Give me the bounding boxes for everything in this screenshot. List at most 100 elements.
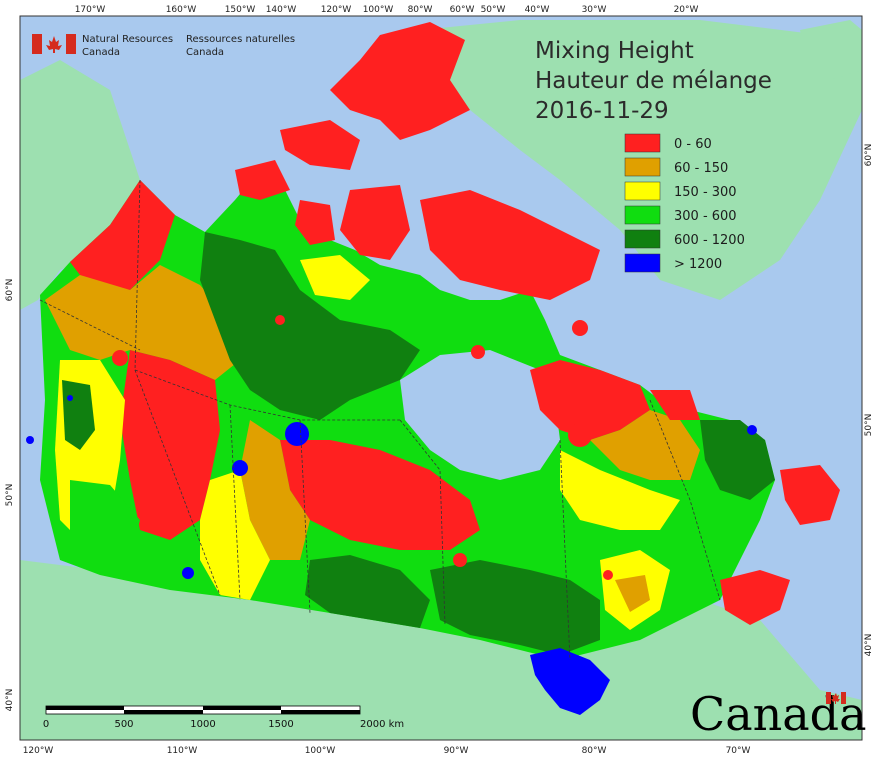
legend-label: 300 - 600: [674, 209, 737, 224]
labrador-green: [700, 420, 775, 500]
red-spot: [572, 320, 588, 336]
bottom-tick-label: 110°W: [167, 746, 198, 756]
legend-label: 0 - 60: [674, 137, 712, 152]
ontario-green: [430, 560, 600, 655]
maple-leaf-icon: [46, 36, 62, 53]
west-orange-zone: [45, 265, 240, 380]
legend-label: 600 - 1200: [674, 233, 745, 248]
quebec-yellow: [560, 450, 680, 530]
top-tick-label: 150°W: [225, 5, 256, 15]
prairie-red: [280, 440, 480, 550]
blue-spot: [285, 422, 309, 446]
blue-spot: [232, 460, 248, 476]
province-borders: [39, 179, 721, 661]
org-fr-line1: Ressources naturelles: [186, 34, 295, 45]
bottom-tick-label: 80°W: [582, 746, 607, 756]
left-tick-label: 60°N: [5, 279, 15, 302]
labrador-red: [650, 390, 700, 420]
iceland-land: [800, 20, 862, 80]
map-title-en: Mixing Height: [535, 38, 694, 64]
maritimes-red: [720, 570, 790, 625]
org-fr-line2: Canada: [186, 47, 224, 58]
canada-wordmark: Canada: [690, 687, 867, 741]
top-tick-label: 120°W: [321, 5, 352, 15]
org-en-line1: Natural Resources: [82, 34, 173, 45]
newfoundland-red: [780, 465, 840, 525]
legend-label: 150 - 300: [674, 185, 737, 200]
legend-swatch: [624, 133, 661, 153]
top-tick-label: 40°W: [525, 5, 550, 15]
arctic-islands: [280, 120, 360, 170]
right-tick-label: 40°N: [864, 634, 874, 657]
arctic-islands: [420, 190, 600, 300]
top-tick-label: 60°W: [450, 5, 475, 15]
top-tick-label: 100°W: [363, 5, 394, 15]
usa-land: [20, 560, 862, 740]
map-date: 2016-11-29: [535, 98, 669, 124]
legend-label: 60 - 150: [674, 161, 728, 176]
bottom-ticks: 120°W 110°W 100°W 90°W 80°W 70°W: [23, 746, 751, 756]
legend-swatch: [624, 253, 661, 273]
prairie-orange: [240, 420, 310, 560]
bottom-tick-label: 90°W: [444, 746, 469, 756]
prairie-south-green: [305, 555, 430, 628]
top-tick-label: 170°W: [75, 5, 106, 15]
red-spot: [143, 388, 167, 412]
top-tick-label: 80°W: [408, 5, 433, 15]
bc-south-green: [70, 480, 140, 560]
scale-label: 2000 km: [360, 719, 404, 730]
prairie-yellow: [200, 470, 270, 600]
legend-label: > 1200: [674, 257, 722, 272]
top-tick-label: 160°W: [166, 5, 197, 15]
legend: 0 - 60 60 - 150 150 - 300 300 - 600 600 - 12…: [624, 133, 745, 273]
wordmark-flag: [826, 692, 846, 704]
blue-spot: [182, 567, 194, 579]
red-spot: [471, 345, 485, 359]
quebec-orange: [590, 410, 700, 480]
left-tick-label: 50°N: [5, 484, 15, 507]
scale-label: 0: [43, 719, 49, 730]
legend-swatch: [624, 205, 661, 225]
arctic-islands: [295, 200, 335, 245]
org-logo: [32, 34, 76, 54]
blue-spot: [26, 436, 34, 444]
quebec-red: [530, 360, 650, 440]
top-tick-label: 50°W: [481, 5, 506, 15]
scale-label: 1000: [190, 719, 215, 730]
blue-spot: [747, 425, 757, 435]
nwt-dark-green: [200, 232, 420, 420]
legend-swatch: [624, 229, 661, 249]
red-spot: [112, 350, 128, 366]
scale-label: 1500: [268, 719, 293, 730]
arctic-islands: [235, 160, 290, 200]
org-en-line2: Canada: [82, 47, 120, 58]
alaska-land: [20, 60, 140, 310]
bottom-tick-label: 70°W: [726, 746, 751, 756]
arctic-islands: [330, 22, 470, 140]
red-spot: [568, 423, 592, 447]
right-tick-label: 50°N: [864, 414, 874, 437]
arctic-islands: [300, 255, 370, 300]
top-tick-label: 30°W: [582, 5, 607, 15]
maple-leaf-icon: [831, 693, 840, 704]
legend-swatch: [624, 157, 661, 177]
red-spot: [603, 570, 613, 580]
top-tick-label: 20°W: [674, 5, 699, 15]
west-red-zone: [70, 180, 175, 290]
scale-bar: [45, 705, 361, 715]
left-ticks: 60°N 50°N 40°N: [5, 279, 15, 712]
hudson-bay: [400, 350, 560, 480]
legend-swatch: [624, 181, 661, 201]
map-title-fr: Hauteur de mélange: [535, 68, 772, 94]
bottom-tick-label: 120°W: [23, 746, 54, 756]
scale-labels: 0 500 1000 1500 2000 km: [43, 719, 404, 730]
top-ticks: 170°W 160°W 150°W 140°W 120°W 100°W 80°W 60°W 50…: [75, 5, 699, 15]
right-tick-label: 60°N: [864, 144, 874, 167]
red-spot: [453, 553, 467, 567]
arctic-islands: [340, 185, 410, 260]
blue-spot: [67, 395, 73, 401]
quebec-south-orange: [615, 575, 650, 612]
bottom-tick-label: 100°W: [305, 746, 336, 756]
